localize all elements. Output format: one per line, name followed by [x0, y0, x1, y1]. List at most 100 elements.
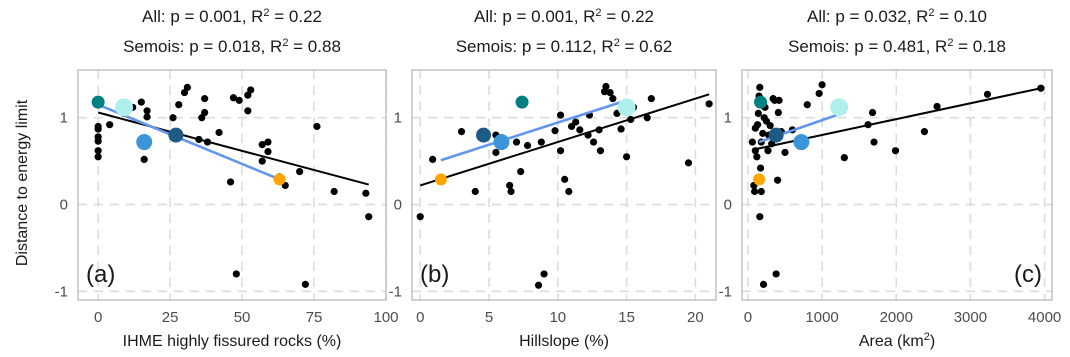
- data-point: [244, 107, 251, 114]
- semois-point: [753, 173, 765, 185]
- x-tick-label: 0: [744, 309, 752, 326]
- data-point: [169, 114, 176, 121]
- data-point: [517, 168, 524, 175]
- data-point: [184, 84, 191, 91]
- x-tick-label: 10: [549, 309, 566, 326]
- panel-title-semois: Semois: p = 0.112, R2 = 0.62: [456, 37, 673, 56]
- data-point: [617, 125, 624, 132]
- semois-point: [136, 134, 152, 150]
- data-point: [841, 154, 848, 161]
- data-point: [417, 213, 424, 220]
- y-tick-label: 1: [394, 110, 402, 127]
- data-point: [764, 147, 771, 154]
- x-tick-label: 100: [373, 309, 398, 326]
- data-point: [513, 138, 520, 145]
- data-point: [767, 122, 774, 129]
- data-point: [557, 112, 564, 119]
- data-point: [568, 123, 575, 130]
- data-point: [233, 270, 240, 277]
- data-point: [753, 153, 760, 160]
- data-point: [816, 90, 823, 97]
- panel-b: 0 5 10 15 20 -1 0 1 All: p = 0.001, R2 = 0.22 Sem…: [389, 7, 716, 350]
- data-point: [870, 138, 877, 145]
- data-point: [892, 147, 899, 154]
- x-tick-label: 3000: [954, 309, 987, 326]
- y-tick-label: 0: [724, 197, 732, 214]
- data-point: [331, 188, 338, 195]
- panel-label: (c): [1014, 261, 1042, 288]
- data-point: [175, 101, 182, 108]
- semois-point: [168, 128, 183, 143]
- data-point: [590, 138, 597, 145]
- data-point: [756, 84, 763, 91]
- data-point: [749, 138, 756, 145]
- data-point: [264, 138, 271, 145]
- data-point: [756, 213, 763, 220]
- data-point: [236, 97, 243, 104]
- data-point: [760, 281, 767, 288]
- data-point: [259, 158, 266, 165]
- y-tick-label: 0: [394, 197, 402, 214]
- x-tick-label: 5: [485, 309, 493, 326]
- x-tick-label: 25: [162, 309, 179, 326]
- data-point: [201, 109, 208, 116]
- semois-point: [476, 128, 491, 143]
- data-point: [313, 123, 320, 130]
- panel-label: (a): [86, 261, 115, 288]
- y-tick-label: 1: [724, 110, 732, 127]
- panel-title-semois: Semois: p = 0.018, R2 = 0.88: [123, 37, 341, 56]
- semois-point: [754, 96, 767, 109]
- data-point: [623, 153, 630, 160]
- x-tick-label: 75: [306, 309, 323, 326]
- x-tick-label: 20: [687, 309, 704, 326]
- data-point: [557, 147, 564, 154]
- data-point: [143, 113, 150, 120]
- data-point: [804, 101, 811, 108]
- x-axis-label: Hillslope (%): [519, 333, 609, 350]
- panel-border: [412, 70, 716, 300]
- data-point: [106, 121, 113, 128]
- x-tick-label: 1000: [805, 309, 838, 326]
- data-point: [524, 142, 531, 149]
- data-point: [538, 138, 545, 145]
- data-point: [561, 176, 568, 183]
- semois-point: [830, 98, 848, 116]
- data-point: [775, 109, 782, 116]
- semois-point: [92, 96, 105, 109]
- data-point: [302, 281, 309, 288]
- data-point: [492, 149, 499, 156]
- data-point: [597, 147, 604, 154]
- data-point: [751, 188, 758, 195]
- data-point: [95, 123, 102, 130]
- data-point: [472, 188, 479, 195]
- data-point: [869, 109, 876, 116]
- data-point: [706, 100, 713, 107]
- panel-c: 0 1000 2000 3000 4000 -1 0 1 All: p = 0.032, R2 …: [719, 7, 1062, 350]
- y-tick-label: -1: [389, 283, 402, 300]
- semois-point: [793, 134, 809, 150]
- data-point: [609, 95, 616, 102]
- data-point: [296, 168, 303, 175]
- data-point: [362, 190, 369, 197]
- y-tick-label: 1: [60, 110, 68, 127]
- x-tick-label: 0: [416, 309, 424, 326]
- data-point: [648, 95, 655, 102]
- data-point: [201, 95, 208, 102]
- data-point: [365, 213, 372, 220]
- panel-a: 0 25 50 75 100 -1 0 1 All: p = 0.001, R2 = 0.22 S…: [55, 7, 399, 350]
- data-point: [507, 188, 514, 195]
- data-point: [758, 188, 765, 195]
- data-point: [921, 128, 928, 135]
- data-point: [247, 86, 254, 93]
- data-point: [602, 83, 609, 90]
- data-point: [535, 282, 542, 289]
- data-point: [775, 97, 782, 104]
- data-point: [755, 110, 762, 117]
- y-tick-label: -1: [719, 283, 732, 300]
- semois-point: [769, 128, 784, 143]
- fit-line-all: [98, 113, 369, 185]
- semois-point: [493, 134, 509, 150]
- x-tick-label: 4000: [1028, 309, 1061, 326]
- x-tick-label: 15: [618, 309, 635, 326]
